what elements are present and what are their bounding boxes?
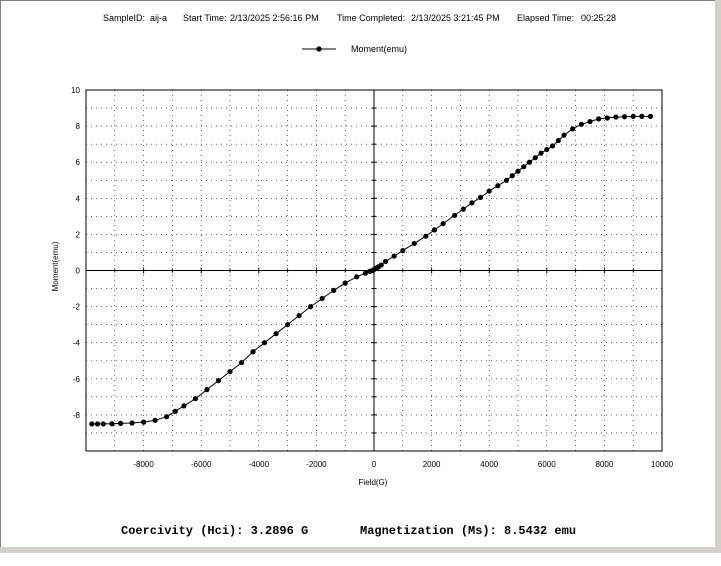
data-point (141, 420, 146, 425)
y-tick-label: 2 (76, 230, 81, 239)
results-footer: Coercivity (Hci): 3.2896 G Magnetization… (0, 524, 721, 566)
x-tick-label: 4000 (480, 460, 498, 469)
data-point (469, 200, 474, 205)
data-point (297, 313, 302, 318)
data-point (273, 331, 278, 336)
data-point (521, 164, 526, 169)
y-tick-label: 4 (76, 194, 81, 203)
y-tick-label: -8 (73, 411, 81, 420)
data-point (392, 253, 397, 258)
data-point (216, 378, 221, 383)
data-point (285, 322, 290, 327)
data-point (648, 114, 653, 119)
x-tick-label: -2000 (306, 460, 327, 469)
data-point (605, 115, 610, 120)
data-point (118, 421, 123, 426)
data-point (204, 387, 209, 392)
data-point (432, 227, 437, 232)
data-point (533, 155, 538, 160)
coercivity-readout: Coercivity (Hci): 3.2896 G (121, 524, 308, 538)
data-point (153, 418, 158, 423)
y-tick-label: 6 (76, 158, 81, 167)
data-point (250, 349, 255, 354)
data-point (570, 126, 575, 131)
x-axis-label: Field(G) (359, 478, 388, 487)
data-point (173, 409, 178, 414)
y-tick-label: 0 (76, 267, 81, 276)
x-tick-label: 8000 (596, 460, 614, 469)
x-tick-label: 10000 (651, 460, 674, 469)
data-point (452, 213, 457, 218)
data-point (587, 119, 592, 124)
data-point (379, 262, 384, 267)
data-point (504, 178, 509, 183)
legend-label: Moment(emu) (351, 44, 407, 54)
data-point (487, 188, 492, 193)
data-point (308, 304, 313, 309)
data-point (579, 122, 584, 127)
data-point (239, 360, 244, 365)
data-point (412, 241, 417, 246)
data-point (164, 414, 169, 419)
data-point (181, 403, 186, 408)
data-point (262, 340, 267, 345)
x-tick-label: 2000 (423, 460, 441, 469)
data-point (193, 396, 198, 401)
data-point (556, 138, 561, 143)
data-point (354, 274, 359, 279)
data-point (400, 248, 405, 253)
data-point (495, 183, 500, 188)
y-tick-label: 8 (76, 122, 81, 131)
data-point (343, 281, 348, 286)
magnetization-readout: Magnetization (Ms): 8.5432 emu (360, 524, 576, 538)
data-point (510, 173, 515, 178)
data-point (613, 114, 618, 119)
data-point (441, 221, 446, 226)
y-tick-label: 10 (71, 86, 80, 95)
data-point (423, 234, 428, 239)
data-point (639, 114, 644, 119)
data-point (109, 421, 114, 426)
y-tick-label: -2 (73, 303, 81, 312)
data-point (561, 133, 566, 138)
x-tick-label: -4000 (249, 460, 270, 469)
data-point (331, 288, 336, 293)
data-point (129, 420, 134, 425)
y-axis-label: Moment(emu) (51, 241, 60, 291)
data-point (538, 151, 543, 156)
data-point (227, 369, 232, 374)
data-point (383, 259, 388, 264)
x-tick-label: -6000 (191, 460, 212, 469)
data-point (89, 421, 94, 426)
data-point (622, 114, 627, 119)
y-tick-label: -6 (73, 375, 81, 384)
data-point (461, 207, 466, 212)
y-tick-label: -4 (73, 339, 81, 348)
data-point (320, 296, 325, 301)
data-point (95, 421, 100, 426)
data-point (550, 143, 555, 148)
data-point (631, 114, 636, 119)
data-point (101, 421, 106, 426)
data-point (478, 195, 483, 200)
legend-marker (316, 46, 321, 51)
x-tick-label: 0 (372, 460, 377, 469)
x-tick-label: -8000 (133, 460, 154, 469)
data-point (596, 116, 601, 121)
x-tick-label: 6000 (538, 460, 556, 469)
data-point (527, 160, 532, 165)
data-point (544, 147, 549, 152)
data-point (515, 169, 520, 174)
